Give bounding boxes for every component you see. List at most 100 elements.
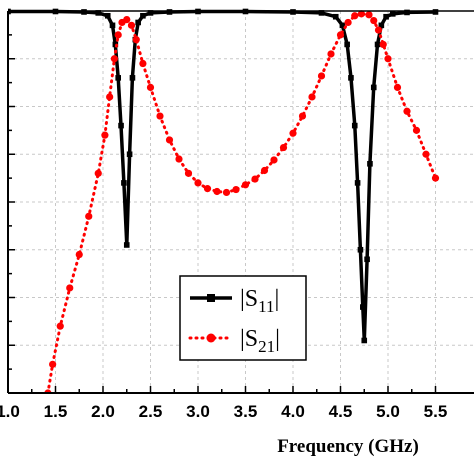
point-s21 [431,174,440,182]
point-s21 [422,150,430,158]
point-s11 [290,9,296,15]
point-s11 [118,122,124,129]
point-s11 [351,122,358,129]
point-s21 [194,179,202,187]
series-s21 [44,10,440,393]
point-s11 [115,75,121,81]
x-tick-label: 4.0 [281,402,305,421]
point-s21 [213,187,221,196]
legend-label-s21: |S21| [240,326,280,356]
x-tick-label: 1.0 [0,402,20,421]
point-s21 [260,166,269,175]
point-s11 [332,13,339,20]
point-s11 [378,22,385,29]
axes [7,10,474,394]
point-s21 [184,169,193,177]
point-s11 [364,256,370,263]
point-s11 [318,10,325,16]
x-tick-label: 3.0 [186,402,210,421]
point-s21 [123,15,131,24]
legend-marker-s21 [206,333,216,343]
point-s21 [114,31,122,39]
point-s21 [156,112,164,120]
x-axis-title: Frequency (GHz) [277,436,419,457]
point-s11 [339,22,346,29]
x-tick-label: 5.0 [376,402,400,421]
legend-box [179,275,307,361]
point-s21 [222,188,231,197]
x-tick-label: 5.5 [424,402,448,421]
point-s11 [404,9,410,16]
point-s21 [241,181,250,189]
point-s11 [389,11,396,17]
point-s21 [270,156,278,164]
point-s11 [361,337,368,344]
legend-swatch-s11 [190,294,232,302]
point-s11 [104,12,111,19]
point-s21 [308,93,316,101]
point-s11 [126,151,133,158]
x-tick-label: 4.5 [329,402,353,421]
point-s11 [123,242,130,248]
x-tick-labels: 1.0 1.5 2.0 2.5 3.0 3.5 4.0 4.5 5.0 5.5 [0,402,447,421]
point-s11 [140,12,146,19]
point-s21 [403,107,411,115]
point-s21 [106,93,114,101]
point-s11 [432,9,439,15]
point-s11 [109,22,116,29]
legend-label-s11: |S11| [240,286,279,316]
point-s21 [412,126,421,134]
point-s11 [121,180,127,186]
point-s11 [360,304,366,310]
point-s21 [379,40,387,49]
point-s11 [357,246,364,253]
point-s21 [66,284,74,292]
point-s21 [75,250,83,259]
point-s21 [175,155,183,163]
point-s21 [374,26,383,34]
point-s21 [289,129,297,137]
point-s11 [374,41,381,48]
point-s21 [279,143,288,152]
legend-marker-s11 [207,294,215,302]
point-s21 [393,83,402,91]
point-s21 [251,175,259,183]
point-s21 [165,136,174,144]
legend: |S11| |S21| [179,275,307,361]
legend-swatch-s21 [188,333,234,343]
point-s21 [298,112,307,120]
point-s11 [348,75,354,81]
point-s21 [365,11,373,19]
point-s21 [317,72,326,80]
point-s11 [95,10,102,16]
point-s21 [327,50,335,58]
point-s21 [384,55,392,63]
point-s21 [56,322,64,330]
point-s11 [383,13,389,20]
point-s21 [370,16,378,25]
point-s11 [129,75,136,81]
point-s21 [49,360,57,368]
point-s21 [146,83,155,91]
point-s11 [135,19,141,26]
point-s21 [127,21,136,29]
x-tick-label: 2.5 [139,402,163,421]
point-s11 [354,180,361,186]
point-s21 [344,18,352,27]
x-tick-label: 2.0 [91,402,115,421]
point-s21 [101,131,109,139]
point-s21 [132,36,140,44]
point-s11 [367,161,373,167]
point-s21 [336,31,345,39]
point-s11 [147,10,154,16]
x-tick-label: 3.5 [234,402,258,421]
x-tick-label: 1.5 [44,402,68,421]
point-s21 [139,59,147,68]
point-s11 [344,41,350,48]
point-s21 [85,212,93,220]
point-s21 [232,185,240,194]
point-s11 [81,9,87,15]
point-s21 [203,185,212,193]
